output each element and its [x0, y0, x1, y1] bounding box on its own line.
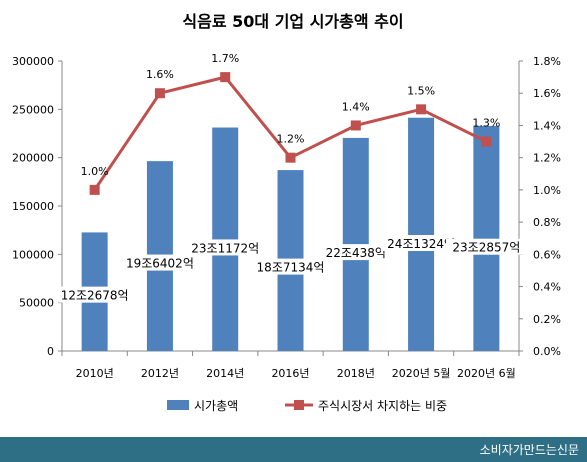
x-tick-label: 2018년 [337, 367, 375, 380]
line-marker [220, 72, 231, 83]
y-right-tick-label: 0.2% [533, 313, 561, 326]
bar-label-bg [119, 254, 201, 271]
y-left-tick-label: 300000 [12, 55, 54, 68]
bar-value-label: 19조6402억 [126, 257, 194, 271]
y-right-tick-label: 0.8% [533, 216, 561, 229]
legend: 시가총액 주식시장서 차지하는 비중 [167, 399, 447, 413]
bar-labels: 12조2678억19조6402억23조1172억18조7134억22조438억2… [54, 235, 527, 303]
y-right-tick-label: 1.0% [533, 184, 561, 197]
line-marker [89, 184, 100, 195]
line-value-label: 1.4% [342, 100, 370, 113]
y-right-tick-label: 1.4% [533, 119, 561, 132]
line-marker [154, 88, 165, 99]
bar-value-label: 23조1172억 [191, 241, 259, 255]
bar-value-label: 22조438억 [326, 246, 386, 260]
bar-value-label: 18조7134억 [257, 261, 325, 275]
line-marker [350, 120, 361, 131]
bar [473, 125, 500, 351]
line-series [89, 72, 492, 195]
bar-value-label: 23조2857억 [452, 241, 520, 255]
bar-label-bg [445, 238, 527, 255]
bar-label-bg [380, 235, 462, 252]
line-marker [481, 136, 492, 147]
x-tick-label: 2016년 [271, 367, 309, 380]
line-marker [285, 152, 296, 163]
x-tick-label: 2020년 5월 [392, 367, 451, 380]
line-value-label: 1.0% [81, 165, 109, 178]
line-value-label: 1.3% [472, 117, 500, 130]
line-labels: 1.0% 1.6% 1.7% 1.2% 1.4% 1.5% 1.3% [81, 52, 501, 178]
legend-line-marker [294, 400, 304, 410]
bar [212, 127, 239, 352]
bar-label-bg [250, 258, 331, 275]
y-left-tick-label: 150000 [12, 200, 54, 213]
axes: 0 50000 100000 150000 200000 250000 300000 0.0%… [12, 55, 561, 380]
chart-title: 식음료 50대 기업 시가총액 추이 [182, 12, 403, 31]
line-marker [416, 104, 427, 115]
x-tick-label: 2012년 [141, 367, 179, 380]
legend-line-label: 주식시장서 차지하는 비중 [318, 399, 447, 413]
bar [408, 117, 435, 352]
y-left-tick-label: 100000 [12, 248, 54, 261]
line-value-label: 1.5% [407, 84, 435, 97]
y-left-tick-label: 250000 [12, 103, 54, 116]
bar-label-bg [320, 244, 392, 261]
y-left-tick-label: 50000 [19, 297, 54, 310]
y-left-tick-label: 200000 [12, 152, 54, 165]
line-value-label: 1.2% [277, 133, 305, 146]
legend-bar-label: 시가총액 [194, 399, 238, 413]
bar-value-label: 12조2678억 [61, 289, 129, 303]
bar-label-bg [54, 286, 136, 303]
footer-bar: 소비자가만드는신문 [0, 437, 587, 462]
bar-value-label: 24조1324억 [387, 237, 455, 251]
y-right-tick-label: 1.2% [533, 152, 561, 165]
legend-bar-swatch [167, 400, 189, 410]
y-right-tick-label: 0.0% [533, 345, 561, 358]
bar-label-bg [184, 239, 266, 256]
line-value-label: 1.6% [146, 68, 174, 81]
line-value-label: 1.7% [211, 52, 239, 65]
y-right-tick-label: 1.8% [533, 55, 561, 68]
y-right-tick-label: 0.6% [533, 248, 561, 261]
y-right-tick-label: 0.4% [533, 281, 561, 294]
source-credit: 소비자가만드는신문 [479, 443, 579, 457]
y-right-tick-label: 1.6% [533, 87, 561, 100]
x-tick-label: 2020년 6월 [457, 367, 516, 380]
x-tick-label: 2010년 [76, 367, 114, 380]
x-tick-label: 2014년 [206, 367, 244, 380]
combo-chart: 식음료 50대 기업 시가총액 추이 0 50000 100000 150000 200… [12, 12, 561, 413]
y-left-tick-label: 0 [47, 345, 54, 358]
